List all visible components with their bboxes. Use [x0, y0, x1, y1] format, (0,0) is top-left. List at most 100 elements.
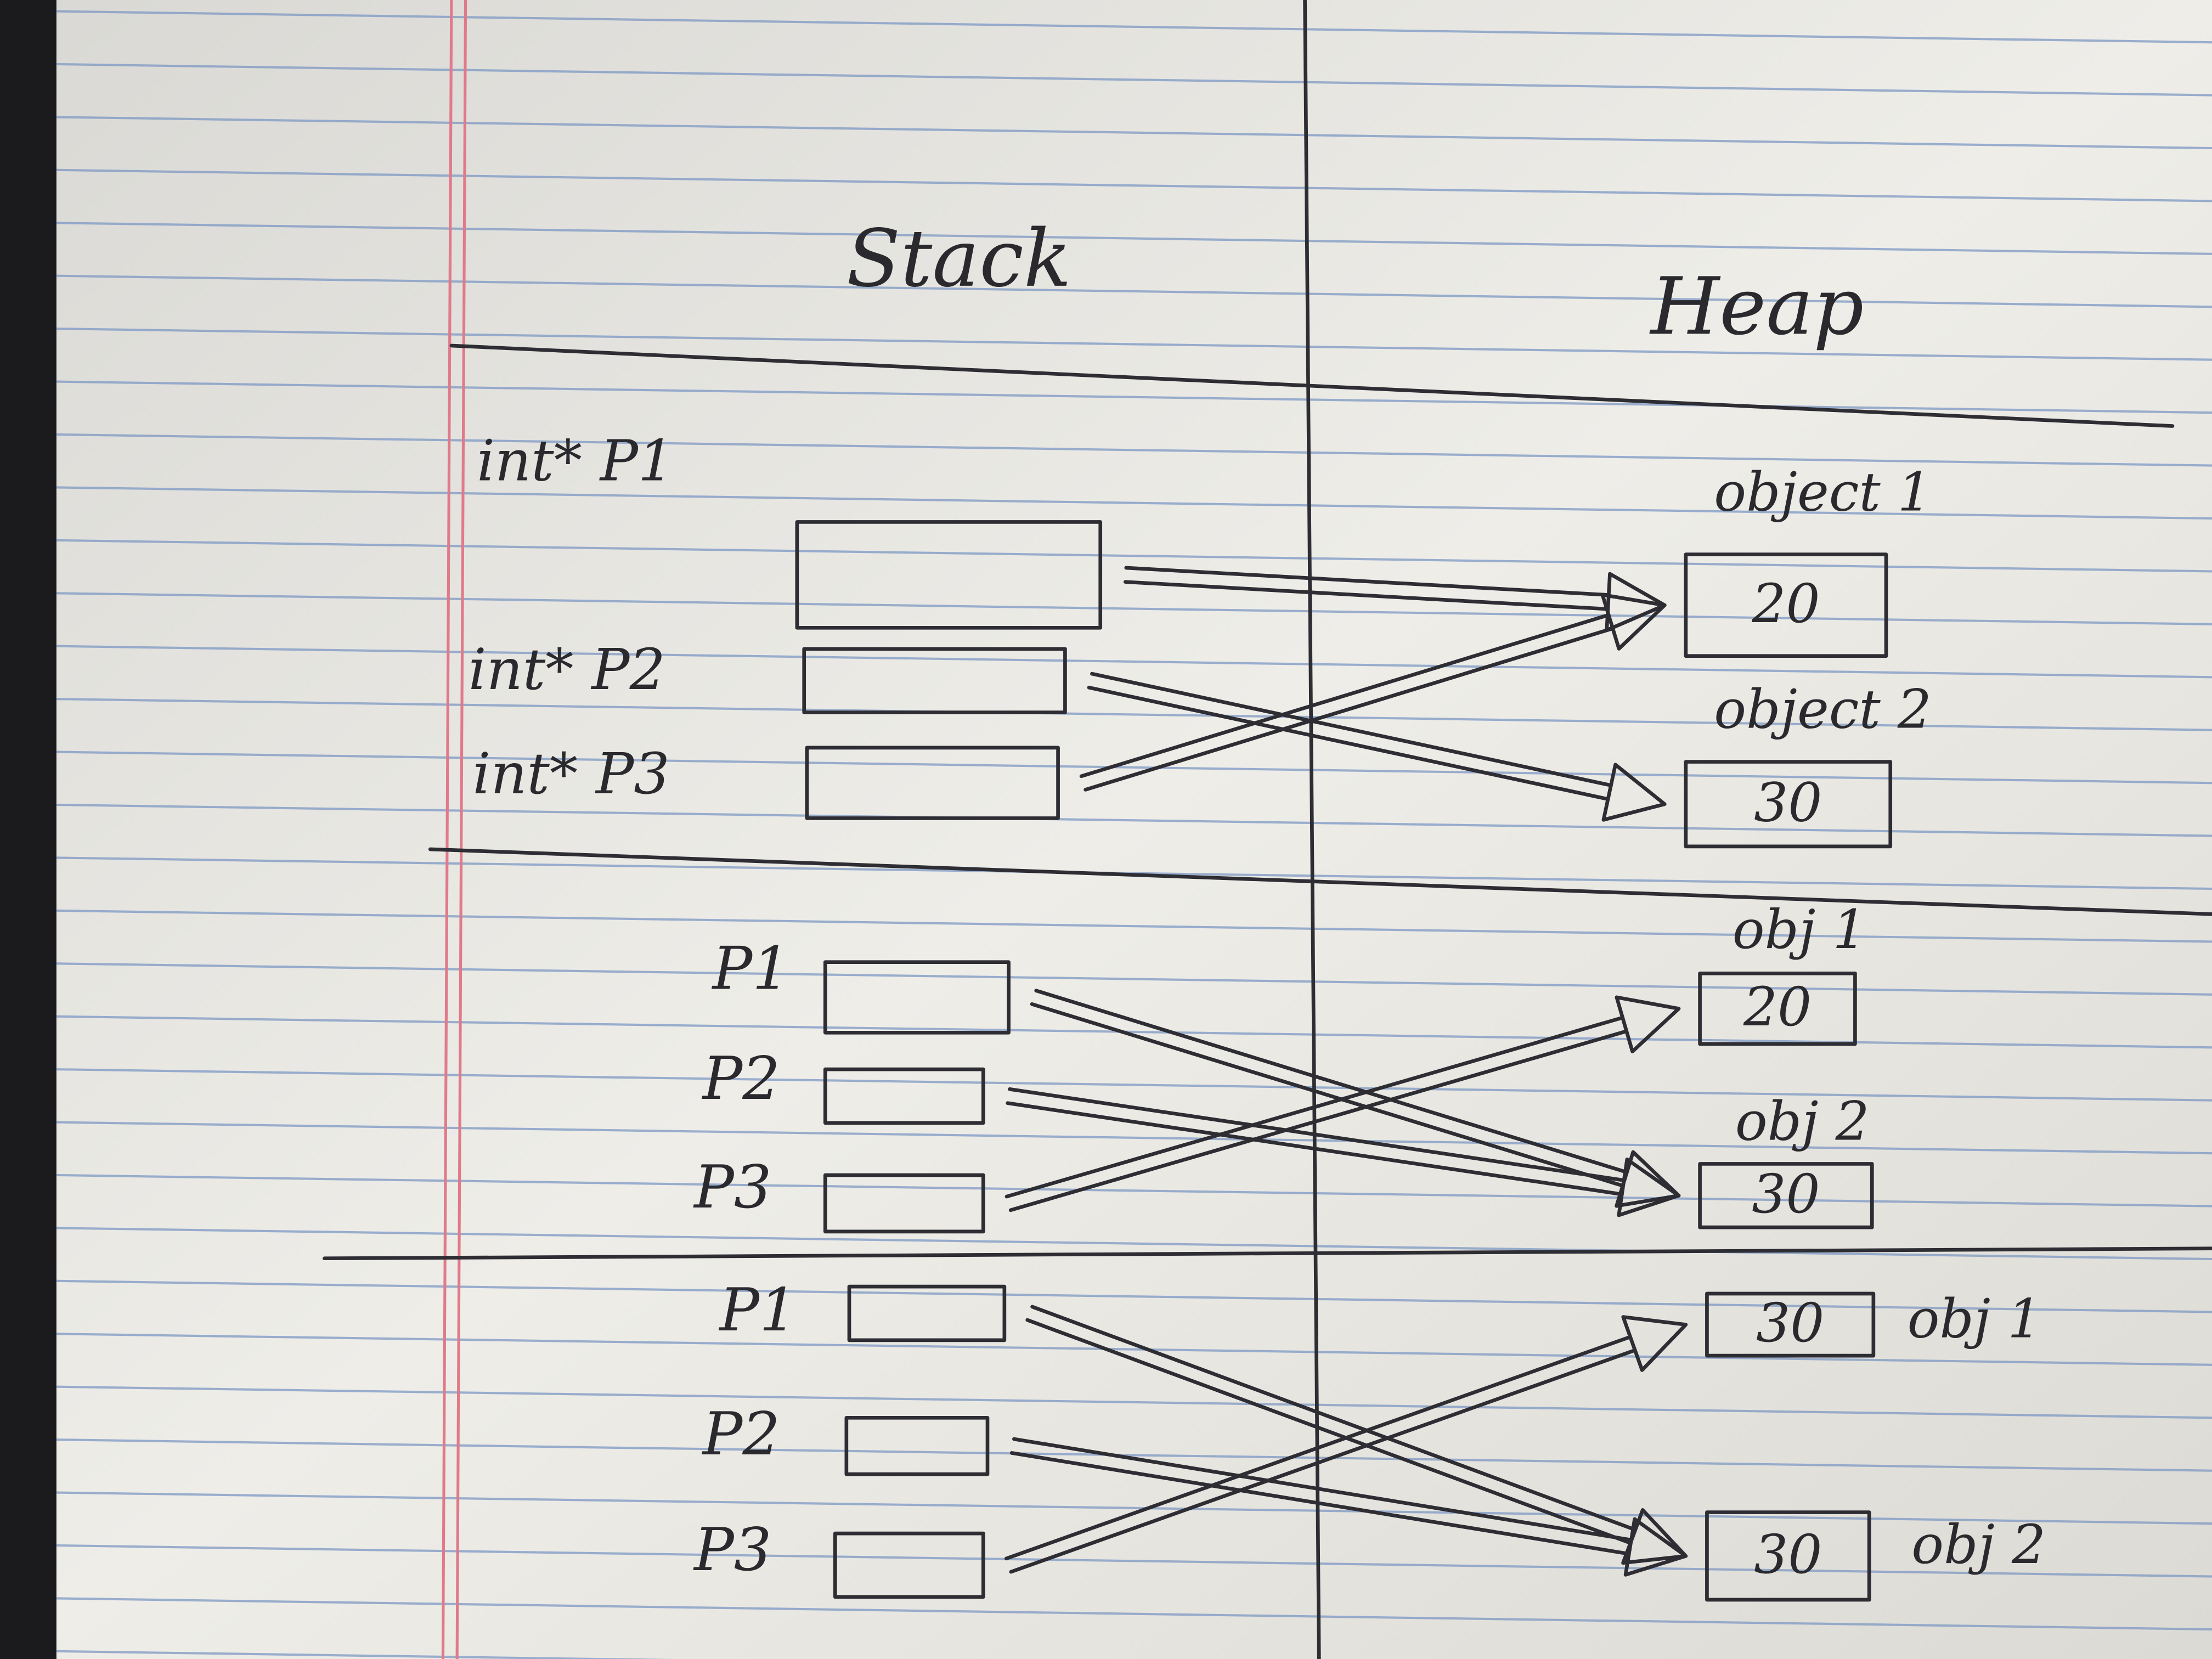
rule-line	[56, 1385, 2212, 1419]
rule-line	[56, 168, 2212, 202]
arrow-head	[1621, 1315, 1688, 1372]
object-label: obj 2	[1911, 1514, 2046, 1576]
rule-line	[56, 1597, 2212, 1631]
rule-line	[56, 116, 2212, 150]
rule-line	[56, 539, 2212, 573]
arrow-shaft	[1008, 1029, 1629, 1212]
arrow-head	[1623, 1517, 1688, 1577]
arrow-shaft	[1012, 1437, 1633, 1542]
heap-object	[1705, 1291, 1876, 1358]
heap-object	[1684, 552, 1888, 658]
object-value: 20	[1751, 573, 1820, 635]
rule-line	[56, 1438, 2212, 1472]
arrow-shaft	[1079, 613, 1611, 778]
rule-line	[56, 328, 2212, 361]
object-value: 30	[1756, 1292, 1824, 1355]
arrow-shaft	[1030, 1305, 1638, 1532]
arrow-shaft	[1090, 672, 1613, 787]
arrow-shaft	[1009, 1348, 1637, 1574]
section-rule	[428, 847, 2212, 916]
arrow-shaft	[1034, 989, 1629, 1175]
header-rule	[449, 343, 2175, 428]
rule-line	[56, 1121, 2212, 1155]
stack-slot	[823, 960, 1011, 1035]
heap-object	[1698, 1162, 1874, 1229]
pointer-arrow	[1087, 672, 1667, 822]
arrow-head	[1601, 763, 1667, 822]
margin-line	[455, 0, 467, 1659]
pointer-arrow	[1006, 1087, 1681, 1217]
object-value: 20	[1743, 976, 1812, 1039]
stack-slot	[802, 647, 1067, 714]
stack-slot	[833, 1531, 985, 1599]
heap-object	[1705, 1510, 1871, 1602]
arrow-shaft	[1009, 1451, 1631, 1556]
arrow-shaft	[1025, 1318, 1633, 1545]
arrow-head	[1605, 572, 1667, 633]
heap-header: Heap	[1649, 260, 1864, 352]
rule-line	[56, 486, 2212, 520]
rule-line	[56, 433, 2212, 467]
object-label: obj 1	[1908, 1288, 2042, 1351]
rule-line	[56, 10, 2212, 44]
pointer-arrow	[1123, 566, 1667, 633]
object-label: object 1	[1714, 461, 1932, 524]
arrow-shaft	[1087, 685, 1610, 802]
arrow-shaft	[1030, 1002, 1625, 1188]
pointer-arrow	[1079, 592, 1667, 792]
arrow-shaft	[1123, 580, 1610, 611]
rule-line	[56, 751, 2212, 785]
arrow-shaft	[1006, 1101, 1624, 1197]
pointer-label: P3	[693, 1516, 771, 1584]
pointer-label: int* P2	[469, 637, 665, 703]
pointer-label: int* P3	[472, 742, 669, 807]
pointer-arrow	[1009, 1437, 1688, 1577]
rule-line	[56, 909, 2212, 943]
rule-line	[56, 222, 2212, 255]
heap-object	[1684, 760, 1893, 849]
pointer-label: P2	[702, 1045, 780, 1113]
stack-slot	[823, 1067, 985, 1125]
arrow-head	[1600, 592, 1667, 651]
rule-line	[56, 63, 2212, 97]
stack-slot	[847, 1284, 1007, 1342]
rule-line	[56, 380, 2212, 414]
stack-slot	[805, 746, 1060, 820]
rule-line	[56, 1491, 2212, 1525]
stack-slot	[823, 1173, 985, 1234]
arrow-shaft	[1008, 1087, 1626, 1182]
pointer-arrow	[1004, 1315, 1688, 1574]
arrow-shaft	[1005, 1015, 1624, 1199]
rule-line	[56, 592, 2212, 625]
pointer-label: P2	[702, 1400, 780, 1469]
rule-line	[56, 1068, 2212, 1102]
pointer-label: P1	[712, 935, 790, 1003]
pointer-label: P3	[693, 1153, 771, 1222]
object-label: obj 2	[1735, 1091, 1870, 1153]
rule-line	[56, 1227, 2212, 1261]
rule-line	[56, 1173, 2212, 1207]
rule-line	[56, 274, 2212, 308]
arrow-shaft	[1084, 627, 1615, 792]
section-rule	[323, 1246, 2212, 1261]
object-value: 30	[1752, 1163, 1820, 1226]
arrow-head	[1615, 995, 1681, 1053]
stack-slot	[844, 1415, 990, 1476]
rule-line	[56, 1279, 2212, 1313]
rule-line	[56, 645, 2212, 679]
arrow-head	[1617, 1157, 1681, 1217]
object-label: obj 1	[1733, 899, 1867, 961]
rule-line	[56, 1333, 2212, 1366]
pointer-label: P1	[718, 1276, 797, 1345]
rule-line	[56, 803, 2212, 837]
pointer-arrow	[1005, 995, 1681, 1212]
heap-object	[1698, 971, 1857, 1046]
arrow-shaft	[1004, 1335, 1632, 1561]
object-value: 30	[1754, 1523, 1822, 1586]
divider	[1303, 0, 1321, 1659]
margin-line	[441, 0, 453, 1659]
rule-line	[56, 698, 2212, 731]
pointer-label: int* P1	[477, 428, 674, 494]
